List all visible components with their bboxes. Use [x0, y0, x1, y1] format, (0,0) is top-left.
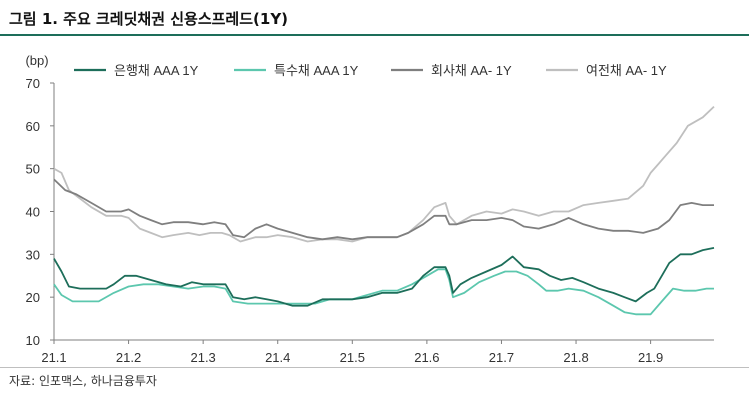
legend-label: 특수채 AAA 1Y	[274, 63, 359, 78]
legend-label: 은행채 AAA 1Y	[114, 63, 199, 78]
y-tick-label: 60	[26, 119, 40, 134]
source-note: 자료: 인포맥스, 하나금융투자	[9, 374, 157, 388]
chart-title: 그림 1. 주요 크레딧채권 신용스프레드(1Y)	[9, 10, 289, 28]
x-tick-label: 21.2	[116, 350, 141, 365]
line-chart: (bp) 10 20 30 40 50 60 70 21.1 21.2 21.3 21.4 21.5 21…	[25, 53, 715, 365]
legend-label: 회사채 AA- 1Y	[431, 63, 512, 78]
x-tick-label: 21.4	[265, 350, 290, 365]
y-tick-label: 40	[26, 205, 40, 220]
series-line	[53, 247, 715, 307]
y-tick-label: 50	[26, 162, 40, 177]
x-tick-label: 21.3	[190, 350, 215, 365]
footer-divider	[0, 367, 749, 368]
x-tick-label: 21.6	[414, 350, 439, 365]
series-line	[53, 268, 714, 316]
y-axis-unit: (bp)	[25, 53, 48, 68]
series-line	[53, 178, 714, 241]
x-tick-label: 21.7	[489, 350, 514, 365]
y-tick-label: 10	[26, 333, 40, 348]
x-tick-label: 21.1	[41, 350, 66, 365]
y-tick-label: 30	[26, 247, 40, 262]
x-tick-label: 21.8	[563, 350, 588, 365]
x-tick-label: 21.5	[340, 350, 365, 365]
y-tick-label: 20	[26, 290, 40, 305]
legend-label: 여전채 AA- 1Y	[586, 63, 667, 78]
title-divider	[0, 34, 749, 36]
y-tick-label: 70	[26, 76, 40, 91]
x-tick-label: 21.9	[638, 350, 663, 365]
